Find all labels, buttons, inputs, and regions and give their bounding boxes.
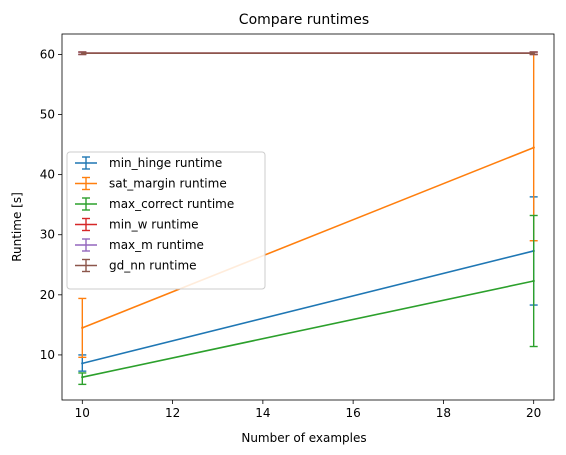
legend-label: max_correct runtime: [109, 197, 234, 211]
plot-area: [61, 33, 555, 401]
legend-label: sat_margin runtime: [109, 177, 227, 191]
y-tick-label: 20: [40, 288, 55, 302]
legend-item: sat_margin runtime: [75, 177, 227, 191]
legend-item: min_w runtime: [75, 218, 199, 232]
data-point: [81, 362, 84, 365]
data-point: [81, 375, 84, 379]
x-tick-label: 12: [165, 406, 180, 420]
x-tick-label: 18: [436, 406, 451, 420]
x-axis: 10 12 14 16 18 20: [75, 400, 541, 420]
legend-item: gd_nn runtime: [75, 259, 197, 273]
data-point: [532, 279, 535, 283]
y-axis-label: Runtime [s]: [10, 192, 24, 262]
data-point: [532, 52, 535, 55]
y-axis: 10 20 30 40 50 60: [40, 47, 62, 362]
x-tick-label: 20: [526, 406, 541, 420]
x-tick-label: 16: [345, 406, 360, 420]
chart-title: Compare runtimes: [239, 12, 369, 28]
legend-label: min_hinge runtime: [109, 156, 222, 170]
legend-label: max_m runtime: [109, 238, 204, 252]
x-axis-label: Number of examples: [241, 431, 366, 445]
series-line: [82, 250, 534, 365]
y-tick-label: 60: [40, 47, 55, 61]
series-layer: [78, 51, 538, 386]
series-5: [78, 51, 538, 56]
legend-box: [66, 151, 266, 290]
legend-label: gd_nn runtime: [109, 259, 197, 273]
legend-item: max_correct runtime: [75, 197, 234, 211]
x-tick-label: 10: [75, 406, 90, 420]
legend-label: min_w runtime: [109, 218, 199, 232]
data-point: [81, 52, 84, 55]
data-point: [81, 326, 84, 330]
legend: min_hinge runtime sat_margin runtime max_c…: [66, 151, 266, 290]
x-tick-label: 14: [255, 406, 270, 420]
series-line: [82, 146, 534, 329]
legend-item: max_m runtime: [75, 238, 204, 252]
plot-frame: [61, 33, 555, 401]
legend-item: min_hinge runtime: [75, 156, 222, 170]
y-tick-label: 40: [40, 168, 55, 182]
y-tick-label: 30: [40, 228, 55, 242]
y-tick-label: 10: [40, 348, 55, 362]
y-tick-label: 50: [40, 108, 55, 122]
series-2: [78, 214, 538, 386]
data-point: [532, 146, 535, 149]
series-line: [82, 280, 534, 378]
